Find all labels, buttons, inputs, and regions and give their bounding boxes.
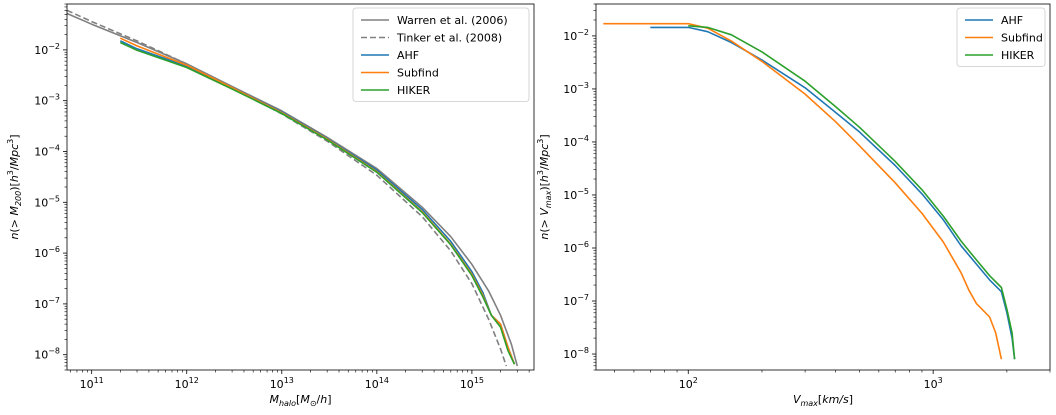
- y-tick-label: 10−2: [34, 42, 60, 57]
- y-tick-label: 10−3: [563, 81, 589, 96]
- y-tick-label: 10−5: [563, 187, 589, 202]
- chart-panel-2: 102 103 10−8 10−7 10−6 10−5 10−4 10−3 10−2 Vmax[k…: [536, 3, 1051, 408]
- y-tick-label: 10−3: [34, 93, 60, 108]
- series-line-ahf: [650, 26, 1016, 360]
- y-axis-label: n(> M200)[h3/Mpc3]: [6, 134, 23, 239]
- x-tick-label: 1015: [460, 376, 484, 391]
- x-tick-label: 1011: [80, 376, 104, 391]
- y-tick-label: 10−6: [563, 240, 589, 255]
- x-axis-label: Mhalo[M⊙/h]: [269, 393, 331, 408]
- ticks: [63, 3, 530, 374]
- y-tick-label: 10−7: [34, 296, 60, 311]
- x-tick-label: 1014: [365, 376, 389, 391]
- x-tick-label: 103: [924, 376, 943, 391]
- y-tick-label: 10−5: [34, 194, 60, 209]
- ticks: [592, 3, 1051, 374]
- legend-label: Tinker et al. (2008): [396, 32, 502, 45]
- legend-label: Subfind: [397, 67, 439, 80]
- y-tick-label: 10−8: [563, 346, 589, 361]
- series-group: [67, 9, 519, 367]
- legend: Warren et al. (2006) Tinker et al. (2008)…: [352, 7, 530, 102]
- legend-box: [352, 7, 530, 102]
- x-tick-label: 102: [679, 376, 698, 391]
- legend: AHF Subfind HIKER: [956, 7, 1046, 67]
- legend-box: [956, 7, 1046, 67]
- x-axis-label: Vmax[km/s]: [793, 393, 853, 408]
- x-tick-label: 1013: [270, 376, 294, 391]
- series-line-hiker: [688, 25, 1016, 360]
- y-tick-label: 10−7: [563, 293, 589, 308]
- y-axis-label: n(> Vmax)[h3/Mpc3]: [536, 134, 553, 239]
- chart-panel-1: 1011 1012 1013 1014 1015 10−8 10−7 10−6 10−5 10−4…: [6, 3, 535, 408]
- series-line-subfind: [603, 22, 1003, 360]
- y-tick-label: 10−4: [563, 134, 589, 149]
- series-group: [603, 22, 1016, 360]
- legend-label: Subfind: [1001, 32, 1043, 45]
- legend-label: AHF: [397, 49, 419, 62]
- series-line-warren-et-al-2006: [67, 12, 519, 367]
- legend-label: HIKER: [1001, 49, 1035, 62]
- y-tick-label: 10−6: [34, 245, 60, 260]
- legend-label: AHF: [1001, 14, 1023, 27]
- series-line-hiker: [119, 41, 516, 365]
- y-tick-label: 10−8: [34, 347, 60, 362]
- legend-label: HIKER: [397, 84, 431, 97]
- series-line-tinker-et-al-2008: [67, 9, 508, 367]
- y-tick-label: 10−4: [34, 143, 60, 158]
- y-tick-label: 10−2: [563, 28, 589, 43]
- x-tick-label: 1012: [175, 376, 199, 391]
- plot-frame: [595, 3, 1051, 371]
- legend-label: Warren et al. (2006): [397, 14, 508, 27]
